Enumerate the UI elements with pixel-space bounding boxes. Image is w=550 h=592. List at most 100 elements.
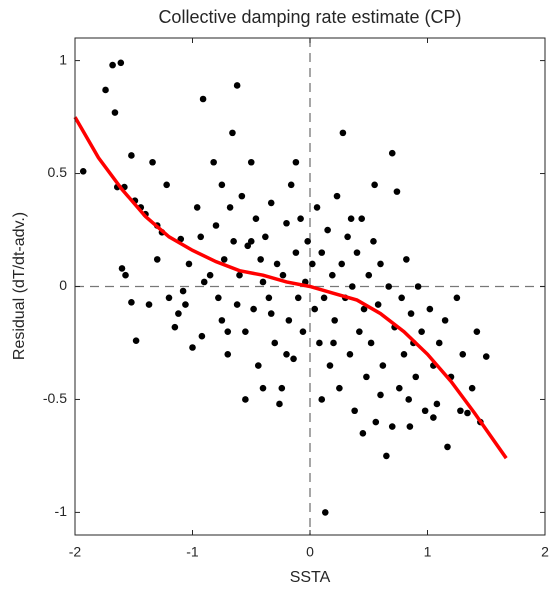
point	[238, 192, 246, 200]
point	[165, 294, 173, 302]
point	[276, 400, 283, 408]
point	[421, 407, 429, 415]
point	[145, 301, 153, 308]
point	[331, 317, 338, 324]
point	[252, 215, 260, 223]
point	[329, 271, 336, 279]
point	[347, 215, 355, 223]
point	[360, 305, 368, 313]
point	[102, 86, 109, 94]
point	[128, 299, 135, 306]
point	[122, 271, 129, 279]
point	[229, 129, 236, 137]
point	[206, 271, 214, 279]
point	[444, 443, 451, 451]
fit-line	[73, 116, 508, 460]
point	[254, 362, 262, 369]
point	[247, 238, 255, 245]
point	[418, 328, 425, 335]
point	[259, 384, 267, 392]
point	[220, 256, 228, 263]
point	[372, 418, 380, 426]
x-axis-label: SSTA	[290, 569, 331, 586]
point	[379, 362, 387, 369]
point	[250, 305, 257, 313]
point	[330, 339, 337, 347]
point	[297, 215, 304, 223]
point	[339, 129, 347, 137]
point	[153, 256, 161, 263]
point	[210, 158, 217, 166]
point	[236, 271, 243, 279]
point	[175, 310, 182, 317]
point	[189, 344, 196, 351]
point	[457, 407, 464, 415]
point	[453, 294, 461, 302]
plot-frame	[74, 37, 546, 536]
point	[324, 226, 331, 234]
point	[299, 328, 307, 335]
point	[406, 423, 414, 430]
point	[398, 294, 405, 302]
point	[233, 82, 241, 89]
point	[218, 317, 226, 324]
point	[224, 328, 232, 335]
point	[385, 283, 393, 290]
point	[171, 323, 179, 331]
x-tick-label: -1	[186, 544, 199, 560]
point	[365, 271, 373, 279]
point	[163, 181, 170, 189]
point	[287, 181, 295, 189]
point	[388, 423, 396, 430]
point	[320, 294, 328, 302]
point	[363, 373, 370, 381]
point	[482, 353, 490, 360]
point	[393, 188, 401, 195]
point	[318, 249, 326, 256]
point	[344, 233, 351, 241]
point	[377, 391, 384, 399]
point	[128, 152, 135, 159]
point	[403, 256, 410, 263]
x-tick-label: -2	[69, 544, 82, 560]
point	[333, 192, 341, 200]
point	[433, 400, 441, 408]
point	[273, 260, 281, 268]
point	[400, 350, 408, 358]
point	[132, 337, 140, 345]
point	[79, 167, 87, 175]
point	[218, 181, 226, 189]
y-tick-label: 1	[59, 51, 67, 67]
point	[313, 204, 321, 211]
point	[230, 238, 237, 245]
chart-title: Collective damping rate estimate (CP)	[158, 7, 461, 27]
point	[185, 260, 193, 268]
point	[412, 373, 420, 381]
point	[244, 242, 252, 250]
point	[197, 233, 205, 241]
point	[267, 199, 275, 207]
point	[117, 59, 125, 67]
point	[464, 409, 471, 417]
point	[182, 301, 189, 308]
point	[224, 350, 232, 358]
point	[349, 283, 356, 290]
y-tick-label: 0.5	[48, 164, 68, 180]
y-tick-label: 0	[59, 277, 67, 293]
point	[383, 452, 390, 460]
point	[346, 350, 354, 358]
point	[242, 328, 249, 335]
point	[283, 219, 290, 227]
point	[309, 260, 316, 268]
point	[233, 301, 241, 308]
point	[265, 294, 273, 302]
point	[304, 238, 311, 245]
point	[459, 350, 467, 358]
point	[473, 328, 481, 335]
point	[407, 310, 415, 317]
point	[262, 233, 269, 241]
point	[370, 238, 377, 245]
point	[435, 339, 443, 347]
y-tick-label: -0.5	[43, 390, 67, 406]
